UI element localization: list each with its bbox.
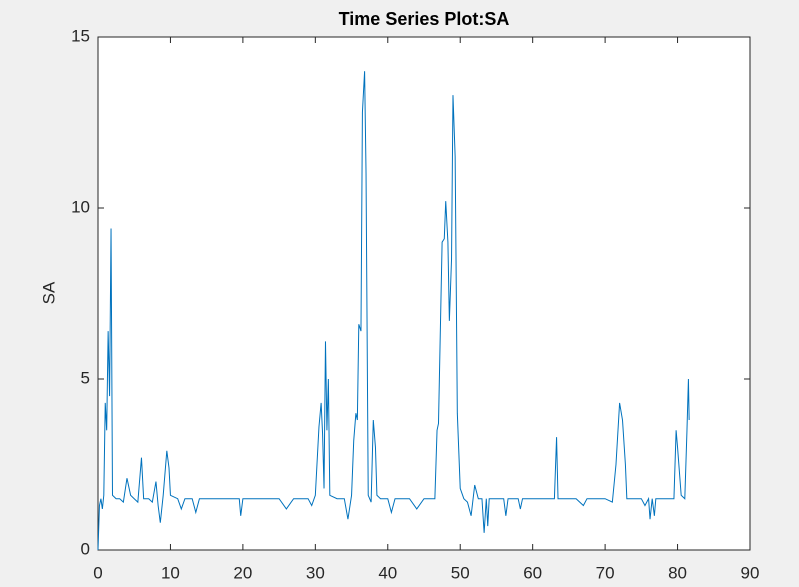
y-axis-label: SA bbox=[39, 281, 58, 304]
x-tick-label: 90 bbox=[741, 563, 760, 582]
x-tick-label: 30 bbox=[306, 563, 325, 582]
y-tick-label: 5 bbox=[81, 368, 90, 387]
x-tick-label: 50 bbox=[451, 563, 470, 582]
y-tick-label: 0 bbox=[81, 539, 90, 558]
x-tick-label: 40 bbox=[378, 563, 397, 582]
x-tick-label: 60 bbox=[523, 563, 542, 582]
y-tick-label: 10 bbox=[71, 197, 90, 216]
x-tick-label: 10 bbox=[161, 563, 180, 582]
x-tick-label: 80 bbox=[668, 563, 687, 582]
x-tick-label: 70 bbox=[596, 563, 615, 582]
x-tick-label: 0 bbox=[93, 563, 102, 582]
axes-box bbox=[97, 36, 751, 551]
x-tick-label: 20 bbox=[233, 563, 252, 582]
data-line bbox=[97, 71, 690, 551]
y-tick-label: 15 bbox=[71, 26, 90, 45]
chart-title: Time Series Plot:SA bbox=[339, 9, 510, 29]
